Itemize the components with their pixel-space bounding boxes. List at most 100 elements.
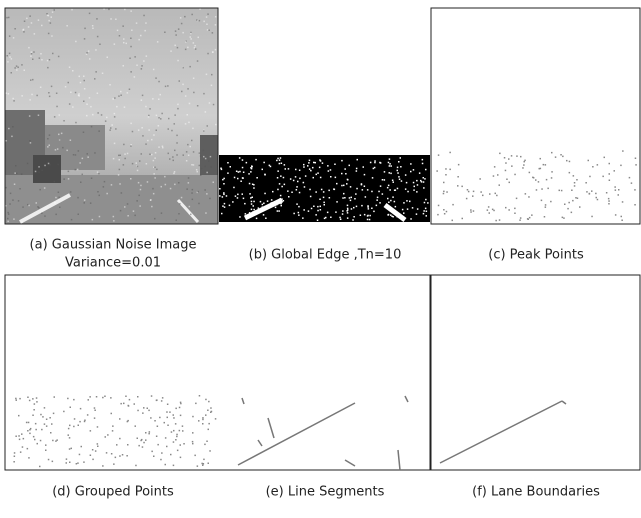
dot	[79, 421, 81, 423]
dot	[635, 164, 637, 166]
dot	[101, 114, 103, 116]
dot	[445, 174, 447, 176]
dot	[62, 147, 64, 149]
dot	[355, 193, 357, 195]
dot	[499, 153, 501, 155]
dot	[341, 185, 343, 187]
dot	[55, 440, 57, 442]
dot	[126, 43, 128, 45]
dot	[547, 188, 549, 190]
dot	[374, 160, 376, 162]
dot	[34, 33, 36, 35]
dot	[44, 423, 46, 425]
dot	[567, 208, 569, 210]
dot	[573, 175, 575, 177]
dot	[164, 176, 166, 178]
dot	[540, 158, 542, 160]
dot	[251, 165, 253, 167]
dot	[196, 169, 198, 171]
dot	[152, 98, 154, 100]
caption: (a) Gaussian Noise Image	[30, 238, 197, 253]
dot	[123, 164, 125, 166]
dot	[45, 444, 47, 446]
dot	[160, 94, 162, 96]
dot	[622, 150, 624, 152]
dot	[177, 108, 179, 110]
dot	[54, 116, 56, 118]
dot	[423, 177, 425, 179]
dot	[373, 168, 375, 170]
dot	[119, 159, 121, 161]
dot	[561, 190, 563, 192]
dot	[199, 165, 201, 167]
dot	[84, 88, 86, 90]
dot	[31, 53, 33, 55]
dot	[32, 398, 34, 400]
dot	[320, 209, 322, 211]
dot	[161, 400, 163, 402]
dot	[124, 9, 126, 11]
dot	[28, 457, 30, 459]
dot	[384, 179, 386, 181]
dot	[180, 17, 182, 19]
dot	[452, 220, 454, 222]
dot	[288, 196, 290, 198]
dot	[142, 412, 144, 414]
dot	[298, 206, 300, 208]
dot	[113, 463, 115, 465]
dot	[379, 202, 381, 204]
dot	[125, 396, 127, 398]
dot	[256, 177, 258, 179]
dot	[356, 206, 358, 208]
dot	[487, 209, 489, 211]
dot	[347, 205, 349, 207]
dot	[142, 446, 144, 448]
dot	[192, 432, 194, 434]
dot	[207, 410, 209, 412]
dot	[140, 440, 142, 442]
dot	[278, 210, 280, 212]
dot	[403, 212, 405, 214]
dot	[212, 32, 214, 34]
dot	[615, 214, 617, 216]
dot	[305, 175, 307, 177]
dot	[239, 157, 241, 159]
dot	[325, 217, 327, 219]
dot	[356, 168, 358, 170]
dot	[151, 154, 153, 156]
dot	[187, 47, 189, 49]
peak-image	[431, 8, 640, 224]
dot	[107, 434, 109, 436]
dot	[28, 47, 30, 49]
dot	[303, 182, 305, 184]
dot	[41, 25, 43, 27]
dot	[84, 421, 86, 423]
dot	[94, 410, 96, 412]
dot	[106, 193, 108, 195]
dot	[52, 461, 54, 463]
caption: (e) Line Segments	[266, 485, 385, 500]
dot	[159, 417, 161, 419]
dot	[192, 416, 194, 418]
dot	[147, 140, 149, 142]
dot	[164, 422, 166, 424]
dot	[136, 200, 138, 202]
dot	[47, 138, 49, 140]
dot	[29, 140, 31, 142]
dot	[277, 210, 279, 212]
dot	[335, 211, 337, 213]
dot	[622, 201, 624, 203]
dot	[422, 159, 424, 161]
dot	[196, 19, 198, 21]
dot	[249, 193, 251, 195]
panel-b	[219, 8, 430, 224]
dot	[195, 48, 197, 50]
dot	[86, 115, 88, 117]
dot	[127, 203, 129, 205]
dot	[14, 456, 16, 458]
dot	[535, 179, 537, 181]
caption: (d) Grouped Points	[52, 485, 174, 500]
dot	[176, 436, 178, 438]
dot	[74, 418, 76, 420]
dot	[153, 134, 155, 136]
